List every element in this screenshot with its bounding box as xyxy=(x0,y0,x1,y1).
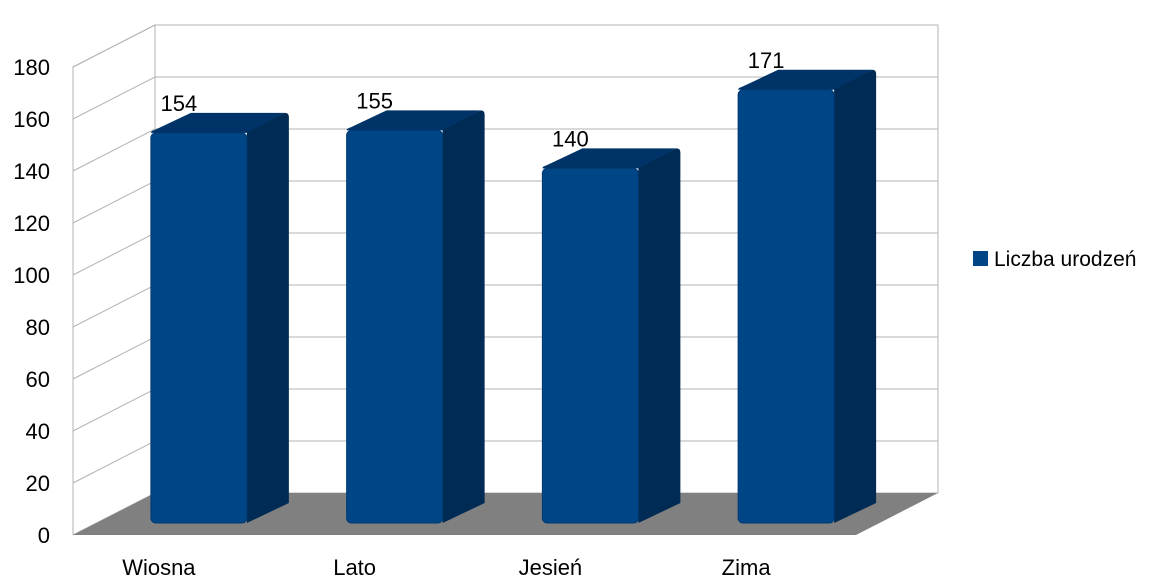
bar-zima xyxy=(737,69,877,524)
data-label: 140 xyxy=(552,126,589,151)
bar-top xyxy=(346,110,481,131)
y-tick-label: 80 xyxy=(26,315,50,340)
bar-front xyxy=(737,89,835,524)
x-category-label: Wiosna xyxy=(122,555,196,580)
data-labels: 154 155 140 171 xyxy=(161,48,785,152)
bar-front xyxy=(541,167,639,524)
legend-label: Liczba urodzeń xyxy=(994,248,1136,271)
bar-front xyxy=(150,132,248,524)
x-category-label: Lato xyxy=(333,555,376,580)
bar-side xyxy=(638,148,681,524)
y-tick-label: 100 xyxy=(13,263,50,288)
y-tick-label: 180 xyxy=(13,55,50,80)
bar-side xyxy=(834,69,877,524)
bar-side xyxy=(442,110,485,523)
bar-lato xyxy=(346,110,485,524)
floor-plane xyxy=(73,493,938,535)
y-tick-label: 140 xyxy=(13,159,50,184)
gridline xyxy=(72,128,938,172)
bar-jesień xyxy=(541,148,681,524)
bar-top xyxy=(150,112,285,133)
y-tick-label: 20 xyxy=(26,471,50,496)
bar-side xyxy=(246,112,289,523)
chart-floor xyxy=(73,493,938,535)
gridline xyxy=(72,24,938,68)
bars xyxy=(150,69,877,524)
data-label: 171 xyxy=(748,48,785,73)
y-tick-label: 40 xyxy=(26,419,50,444)
data-label: 155 xyxy=(356,88,393,113)
bar-front xyxy=(346,129,444,524)
bar-top xyxy=(738,69,873,90)
x-category-label: Zima xyxy=(722,555,772,580)
legend: Liczba urodzeń xyxy=(973,248,1136,271)
y-tick-label: 0 xyxy=(38,523,50,548)
y-tick-label: 160 xyxy=(13,107,50,132)
y-axis-tick-labels: 0 20 40 60 80 100 120 140 160 180 xyxy=(13,55,50,548)
bar-top xyxy=(542,148,677,169)
y-tick-label: 120 xyxy=(13,211,50,236)
x-axis-category-labels: Wiosna Lato Jesień Zima xyxy=(122,555,771,580)
x-category-label: Jesień xyxy=(519,555,583,580)
y-tick-label: 60 xyxy=(26,367,50,392)
data-label: 154 xyxy=(161,91,198,116)
gridline xyxy=(72,76,938,120)
bar-wiosna xyxy=(150,112,289,524)
legend-swatch xyxy=(973,251,988,266)
